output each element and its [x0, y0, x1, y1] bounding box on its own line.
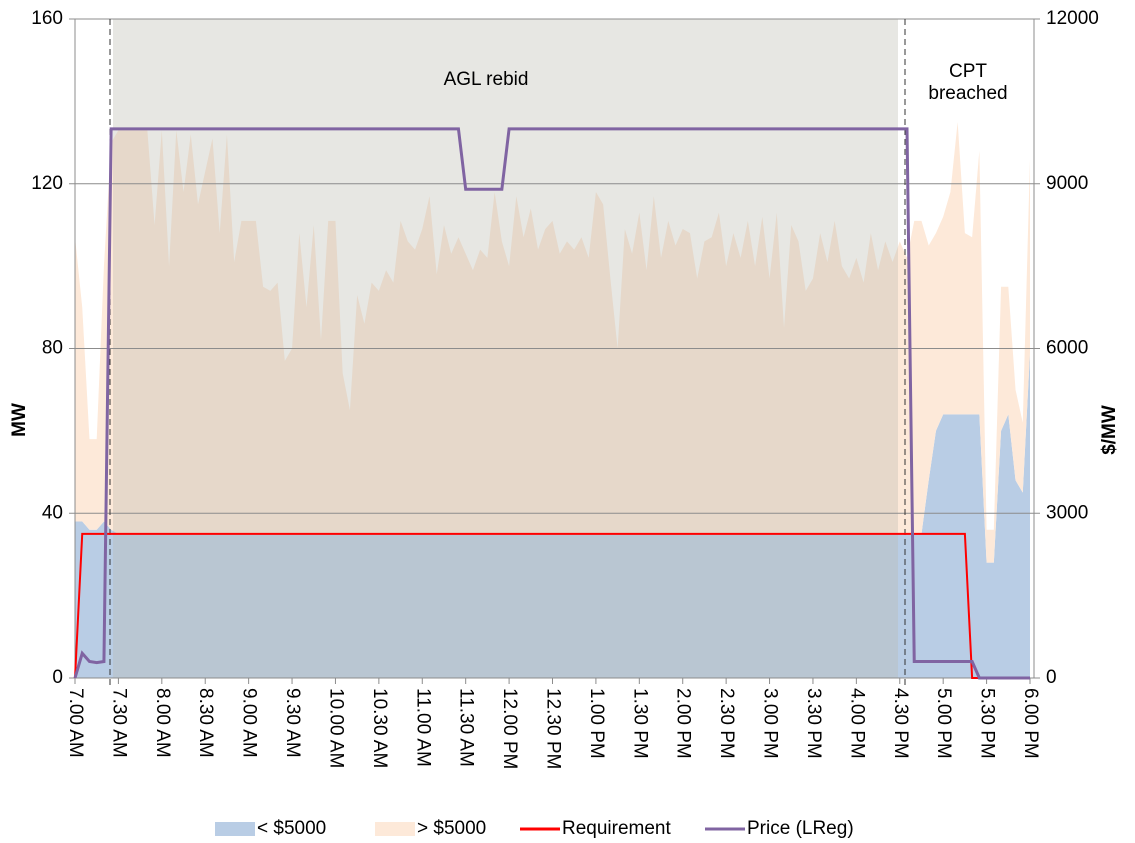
x-tick-label: 12.30 PM — [542, 688, 563, 769]
y-tick-label: 80 — [42, 338, 63, 359]
legend-label: Requirement — [562, 818, 671, 839]
x-tick-label: 6.00 PM — [1020, 688, 1041, 759]
annotation-line: CPT — [949, 61, 987, 82]
x-tick-label: 10.30 AM — [369, 688, 390, 768]
y2-tick-label: 9000 — [1046, 173, 1088, 194]
y2-tick-label: 3000 — [1046, 502, 1088, 523]
legend-label: Price (LReg) — [747, 818, 854, 839]
x-tick-label: 9.00 AM — [239, 688, 260, 758]
lines — [73, 127, 1030, 680]
line — [73, 127, 1030, 680]
x-tick-label: 4.30 PM — [890, 688, 911, 759]
annotation: CPT breached — [928, 61, 1007, 104]
y-tick-label: 0 — [52, 667, 63, 688]
y2-tick-label: 6000 — [1046, 338, 1088, 359]
x-tick-label: 11.00 AM — [412, 688, 433, 767]
x-tick-label: 10.00 AM — [325, 688, 346, 768]
legend-label: > $5000 — [417, 818, 486, 839]
y2-tick-label: 12000 — [1046, 8, 1099, 29]
x-tick-label: 4.00 PM — [846, 688, 867, 759]
y-tick-label: 160 — [31, 8, 63, 29]
x-tick-label: 11.30 AM — [456, 688, 477, 767]
x-tick-label: 7.00 AM — [65, 688, 86, 758]
x-tick-label: 1.30 PM — [629, 688, 650, 759]
grid — [69, 18, 1040, 684]
x-tick-label: 8.30 AM — [195, 688, 216, 758]
x-tick-label: 12.00 PM — [499, 688, 520, 769]
x-tick-label: 5.00 PM — [933, 688, 954, 759]
x-tick-label: 5.30 PM — [977, 688, 998, 759]
legend-swatch — [375, 822, 415, 836]
areas — [75, 121, 1030, 678]
annotation-line: breached — [928, 83, 1007, 104]
annotation: AGL rebid — [444, 69, 529, 90]
x-tick-label: 9.30 AM — [282, 688, 303, 758]
y-axis-title: MW — [9, 403, 30, 437]
x-tick-label: 1.00 PM — [586, 688, 607, 759]
line — [74, 532, 1030, 679]
y2-axis-title: $/MW — [1099, 405, 1120, 455]
area — [75, 352, 1030, 678]
x-tick-label: 2.00 PM — [673, 688, 694, 759]
labels: 0 40 80 120 160 0 3000 6000 9000 12000 7.00 AM 7.30… — [31, 8, 1099, 839]
y2-tick-label: 0 — [1046, 667, 1057, 688]
x-tick-label: 2.30 PM — [716, 688, 737, 759]
x-tick-label: 3.00 PM — [760, 688, 781, 759]
area — [75, 121, 1030, 563]
annotation-line: AGL rebid — [444, 69, 529, 90]
y-tick-label: 40 — [42, 502, 63, 523]
x-tick-label: 8.00 AM — [152, 688, 173, 758]
legend-swatch — [215, 822, 255, 836]
x-tick-label: 3.30 PM — [803, 688, 824, 759]
legend-label: < $5000 — [257, 818, 326, 839]
x-tick-label: 7.30 AM — [108, 688, 129, 758]
y-tick-label: 120 — [31, 173, 63, 194]
